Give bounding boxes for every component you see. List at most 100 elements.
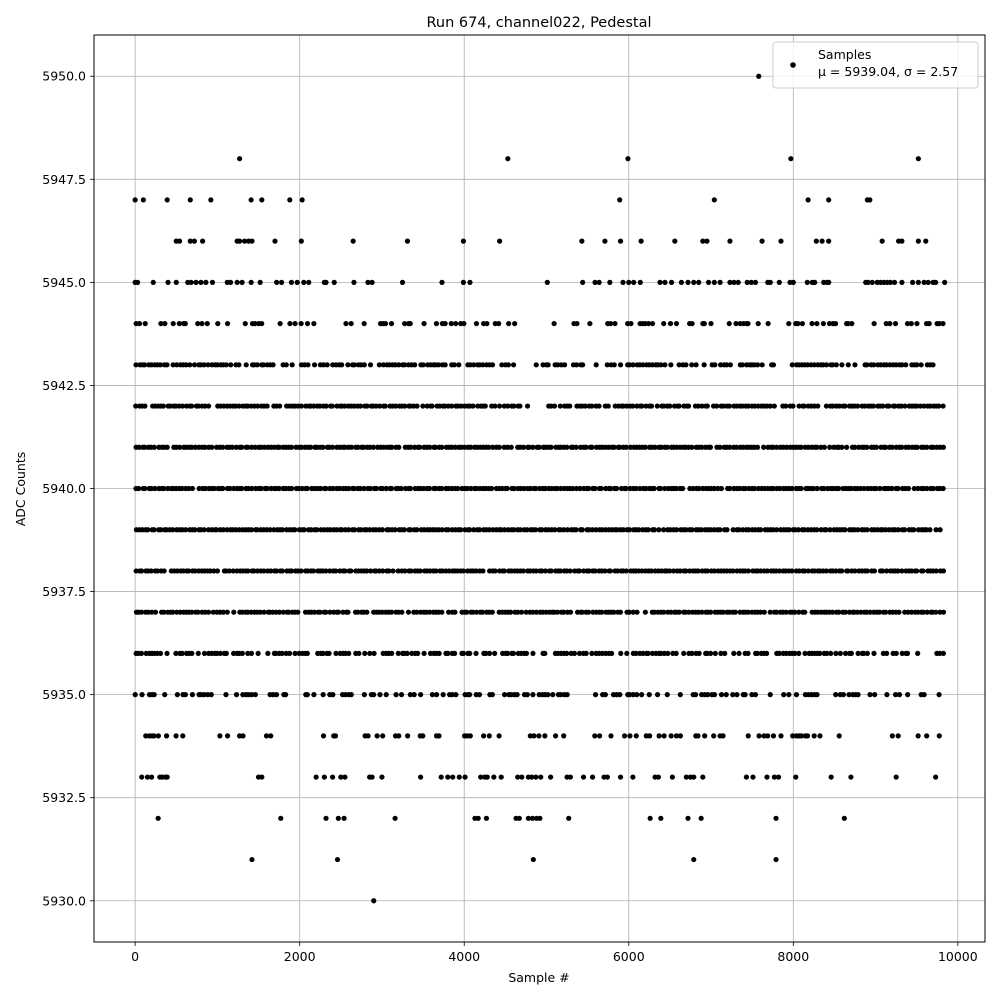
- data-point: [438, 774, 444, 780]
- data-point: [268, 733, 274, 739]
- data-point: [480, 568, 486, 574]
- data-point: [185, 568, 192, 574]
- data-point: [142, 403, 148, 409]
- data-point: [855, 692, 861, 698]
- data-point: [750, 774, 756, 780]
- data-point: [254, 527, 260, 533]
- data-point: [821, 444, 827, 450]
- data-point: [809, 320, 815, 327]
- data-point: [646, 692, 652, 698]
- data-point: [508, 444, 514, 450]
- data-point: [504, 444, 511, 450]
- data-point: [518, 609, 525, 615]
- data-point: [476, 692, 483, 698]
- data-point: [611, 609, 617, 615]
- data-point: [280, 609, 286, 615]
- data-point: [608, 485, 614, 492]
- data-point: [933, 568, 939, 574]
- data-point: [367, 527, 373, 533]
- data-point: [468, 485, 474, 492]
- data-point: [335, 815, 341, 821]
- data-point: [698, 527, 704, 533]
- data-point: [456, 774, 462, 780]
- data-point: [306, 279, 312, 285]
- data-point: [283, 362, 289, 368]
- data-point: [662, 485, 668, 492]
- data-point: [497, 403, 503, 409]
- data-point: [289, 485, 295, 492]
- data-point: [643, 403, 649, 409]
- data-point: [440, 692, 446, 698]
- data-point: [334, 856, 341, 863]
- data-point: [330, 485, 336, 492]
- data-point: [778, 733, 784, 739]
- data-point: [356, 650, 362, 657]
- data-point: [717, 527, 723, 533]
- data-point: [155, 733, 161, 739]
- data-point: [182, 320, 188, 327]
- data-point: [564, 444, 570, 450]
- data-point: [654, 692, 661, 698]
- data-point: [193, 279, 199, 285]
- data-point: [402, 320, 408, 327]
- data-point: [346, 650, 352, 657]
- data-point: [427, 609, 433, 615]
- data-point: [263, 733, 270, 739]
- data-point: [596, 279, 602, 285]
- data-point: [899, 568, 905, 574]
- data-point: [496, 444, 502, 450]
- data-point: [298, 238, 304, 244]
- data-point: [685, 815, 691, 821]
- data-point: [287, 320, 293, 327]
- data-point: [587, 320, 593, 327]
- data-point: [914, 403, 920, 409]
- data-point: [887, 279, 893, 285]
- data-point: [681, 650, 687, 657]
- data-point: [915, 733, 921, 739]
- data-point: [481, 733, 487, 739]
- data-point: [915, 650, 921, 657]
- data-point: [201, 362, 207, 368]
- data-point: [786, 320, 792, 327]
- data-point: [676, 609, 682, 615]
- data-point: [248, 279, 254, 285]
- data-point: [893, 774, 899, 780]
- data-point: [520, 568, 526, 574]
- data-point: [770, 362, 777, 368]
- data-point: [490, 444, 496, 450]
- data-point: [914, 444, 920, 450]
- data-point: [732, 609, 738, 615]
- data-point: [341, 815, 347, 821]
- legend-box: [772, 41, 979, 89]
- data-point: [264, 485, 270, 492]
- data-point: [582, 403, 588, 409]
- data-point: [667, 568, 673, 574]
- data-point: [157, 362, 163, 368]
- data-point: [364, 609, 370, 615]
- data-point: [234, 279, 240, 285]
- data-point: [896, 609, 902, 615]
- data-point: [200, 238, 206, 244]
- data-point: [805, 568, 811, 574]
- x-tick-label: 4000: [448, 949, 480, 964]
- data-point: [386, 568, 392, 574]
- data-point: [151, 527, 157, 533]
- data-point: [662, 279, 668, 285]
- data-point: [217, 733, 223, 739]
- data-point: [164, 444, 170, 450]
- data-point: [745, 733, 751, 739]
- data-point: [475, 815, 481, 821]
- data-point: [876, 609, 883, 615]
- data-point: [136, 485, 142, 492]
- data-point: [647, 733, 653, 739]
- data-point: [937, 527, 943, 533]
- data-point: [773, 856, 779, 863]
- data-point: [722, 650, 728, 657]
- data-point: [176, 238, 183, 244]
- data-point: [539, 568, 545, 574]
- data-point: [880, 403, 886, 409]
- data-point: [151, 733, 157, 739]
- data-point: [542, 568, 549, 574]
- data-point: [634, 609, 640, 615]
